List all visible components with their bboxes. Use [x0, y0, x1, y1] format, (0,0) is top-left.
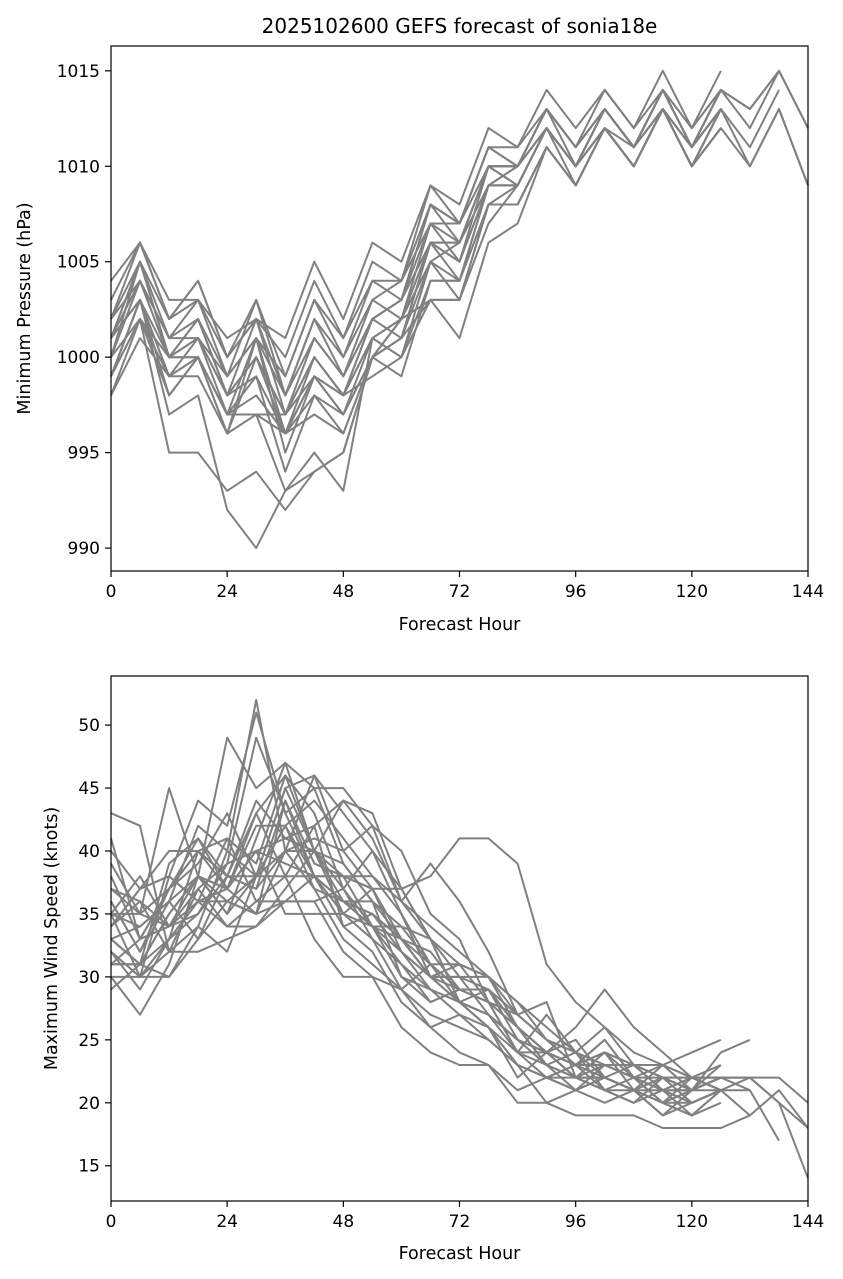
wind-y-tick-label: 15 [78, 1157, 100, 1177]
pressure-series-line-20 [110, 88, 722, 416]
pressure-x-tick-label: 96 [565, 582, 587, 602]
pressure-x-tick-label: 144 [792, 582, 824, 602]
wind-series-line-21 [110, 837, 751, 1092]
pressure-y-axis-label: Minimum Pressure (hPa) [15, 202, 35, 414]
pressure-y-tick-label: 1015 [57, 62, 100, 82]
wind-x-axis-label: Forecast Hour [399, 1244, 522, 1264]
pressure-member-lines [110, 69, 809, 550]
wind-series-line-24 [111, 850, 722, 1104]
wind-y-tick-label: 50 [78, 716, 100, 736]
pressure-y-tick-label: 1010 [57, 157, 100, 177]
wind-x-tick-label: 48 [333, 1212, 355, 1232]
wind-y-tick-label: 20 [78, 1094, 100, 1114]
wind-x-tick-label: 144 [792, 1212, 824, 1232]
wind-y-tick-label: 45 [78, 779, 100, 799]
wind-series-line-26 [111, 862, 722, 1066]
wind-y-tick-label: 40 [78, 842, 100, 862]
wind-panel: 0 24 48 72 96 120 144 15 20 25 30 35 40 45 50 Forecas… [42, 675, 824, 1264]
wind-x-axis-ticks: 0 24 48 72 96 120 144 [106, 1201, 824, 1232]
figure-title: 2025102600 GEFS forecast of sonia18e [262, 14, 658, 38]
pressure-x-tick-label: 0 [106, 582, 117, 602]
wind-y-axis-ticks: 15 20 25 30 35 40 45 50 [78, 716, 111, 1177]
wind-x-tick-label: 72 [449, 1212, 471, 1232]
wind-member-lines [110, 698, 809, 1179]
pressure-y-tick-label: 990 [68, 539, 100, 559]
pressure-y-tick-label: 1000 [57, 348, 100, 368]
wind-x-tick-label: 96 [565, 1212, 587, 1232]
pressure-x-axis-ticks: 0 24 48 72 96 120 144 [106, 571, 824, 602]
wind-y-tick-label: 30 [78, 968, 100, 988]
pressure-y-tick-label: 1005 [57, 253, 100, 273]
pressure-y-axis-ticks: 990 995 1000 1005 1010 1015 [57, 62, 111, 559]
pressure-x-tick-label: 72 [449, 582, 471, 602]
pressure-x-axis-label: Forecast Hour [399, 615, 522, 635]
wind-series-line-23 [110, 787, 722, 1117]
pressure-x-tick-label: 120 [676, 582, 708, 602]
wind-y-tick-label: 35 [78, 905, 100, 925]
wind-y-axis-label: Maximum Wind Speed (knots) [42, 807, 62, 1070]
pressure-x-tick-label: 24 [216, 582, 238, 602]
wind-x-tick-label: 0 [106, 1212, 117, 1232]
wind-y-tick-label: 25 [78, 1031, 100, 1051]
pressure-x-tick-label: 48 [333, 582, 355, 602]
wind-x-tick-label: 120 [676, 1212, 708, 1232]
pressure-series-line-21 [110, 108, 722, 435]
wind-series-line-28 [110, 875, 751, 1117]
pressure-panel: 2025102600 GEFS forecast of sonia18e 0 24… [15, 14, 824, 635]
wind-x-tick-label: 24 [216, 1212, 238, 1232]
pressure-y-tick-label: 995 [68, 444, 100, 464]
